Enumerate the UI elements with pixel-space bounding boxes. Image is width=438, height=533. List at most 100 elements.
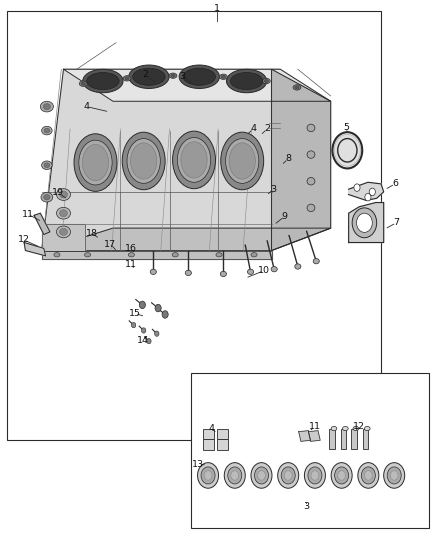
Ellipse shape: [224, 463, 245, 488]
Ellipse shape: [231, 471, 239, 480]
Ellipse shape: [295, 86, 299, 89]
Ellipse shape: [127, 139, 160, 183]
Ellipse shape: [79, 140, 112, 185]
Ellipse shape: [264, 79, 268, 83]
Text: 12: 12: [353, 422, 365, 431]
Text: 16: 16: [124, 244, 137, 253]
Bar: [7, 11, 381, 440]
Ellipse shape: [364, 471, 372, 480]
Circle shape: [357, 213, 372, 232]
Text: 12: 12: [18, 236, 30, 244]
Ellipse shape: [390, 471, 398, 480]
Text: 7: 7: [393, 219, 399, 227]
Bar: [203, 429, 214, 439]
Ellipse shape: [83, 69, 123, 93]
Bar: [217, 439, 228, 450]
Ellipse shape: [313, 259, 319, 264]
Text: 4: 4: [250, 125, 256, 133]
Text: 2: 2: [264, 125, 270, 133]
Text: 6: 6: [392, 180, 398, 188]
Circle shape: [162, 311, 168, 318]
Ellipse shape: [42, 126, 52, 135]
Ellipse shape: [123, 76, 131, 81]
Ellipse shape: [228, 467, 242, 484]
Text: 3: 3: [304, 502, 310, 511]
Ellipse shape: [43, 103, 50, 110]
Ellipse shape: [307, 177, 315, 185]
Polygon shape: [349, 182, 384, 200]
Ellipse shape: [284, 471, 292, 480]
Ellipse shape: [128, 253, 134, 257]
Polygon shape: [64, 69, 331, 101]
Ellipse shape: [60, 191, 67, 198]
Ellipse shape: [172, 253, 178, 257]
Ellipse shape: [226, 69, 267, 93]
Bar: [341, 429, 346, 449]
Circle shape: [334, 134, 360, 166]
Ellipse shape: [173, 131, 215, 189]
Text: 9: 9: [282, 212, 288, 221]
Ellipse shape: [54, 253, 60, 257]
Circle shape: [354, 184, 360, 191]
Polygon shape: [308, 431, 320, 441]
Circle shape: [155, 331, 159, 336]
Polygon shape: [42, 224, 85, 251]
Ellipse shape: [183, 68, 215, 85]
Ellipse shape: [271, 266, 277, 272]
Circle shape: [147, 338, 151, 344]
Ellipse shape: [204, 471, 212, 480]
Ellipse shape: [251, 253, 257, 257]
Ellipse shape: [254, 467, 268, 484]
Ellipse shape: [358, 463, 379, 488]
Ellipse shape: [307, 124, 315, 132]
Text: 4: 4: [208, 424, 215, 433]
Ellipse shape: [293, 85, 301, 90]
Ellipse shape: [181, 142, 207, 178]
Ellipse shape: [169, 73, 177, 78]
Text: 14: 14: [137, 336, 149, 344]
Bar: [217, 429, 228, 439]
Ellipse shape: [219, 74, 227, 79]
Ellipse shape: [40, 101, 53, 112]
Ellipse shape: [387, 467, 401, 484]
Ellipse shape: [81, 82, 85, 85]
Circle shape: [141, 328, 146, 333]
Polygon shape: [349, 203, 384, 243]
Ellipse shape: [229, 143, 255, 179]
Ellipse shape: [129, 65, 169, 88]
Text: 4: 4: [84, 102, 90, 111]
Polygon shape: [272, 69, 331, 251]
Ellipse shape: [177, 138, 211, 182]
Ellipse shape: [307, 151, 315, 158]
Text: 3: 3: [270, 185, 276, 193]
Ellipse shape: [331, 463, 352, 488]
Ellipse shape: [82, 144, 109, 181]
Text: 10: 10: [258, 266, 270, 275]
Ellipse shape: [171, 74, 175, 77]
Ellipse shape: [353, 426, 359, 431]
Text: 15: 15: [129, 309, 141, 318]
Ellipse shape: [343, 426, 348, 431]
Ellipse shape: [179, 65, 219, 88]
Ellipse shape: [220, 271, 226, 277]
Ellipse shape: [150, 269, 156, 274]
Ellipse shape: [122, 132, 165, 190]
Ellipse shape: [361, 467, 375, 484]
Ellipse shape: [221, 132, 264, 190]
Text: 2: 2: [142, 70, 148, 79]
Ellipse shape: [331, 426, 337, 431]
Ellipse shape: [185, 270, 191, 276]
Bar: [329, 429, 335, 449]
Text: 11: 11: [124, 261, 137, 269]
Ellipse shape: [262, 78, 270, 84]
Bar: [351, 429, 357, 449]
Polygon shape: [42, 228, 331, 251]
Text: 19: 19: [52, 189, 64, 197]
Ellipse shape: [133, 68, 165, 85]
Ellipse shape: [60, 229, 67, 236]
Circle shape: [369, 188, 375, 196]
Ellipse shape: [251, 463, 272, 488]
Ellipse shape: [304, 463, 325, 488]
Ellipse shape: [44, 195, 50, 200]
Ellipse shape: [41, 192, 53, 202]
